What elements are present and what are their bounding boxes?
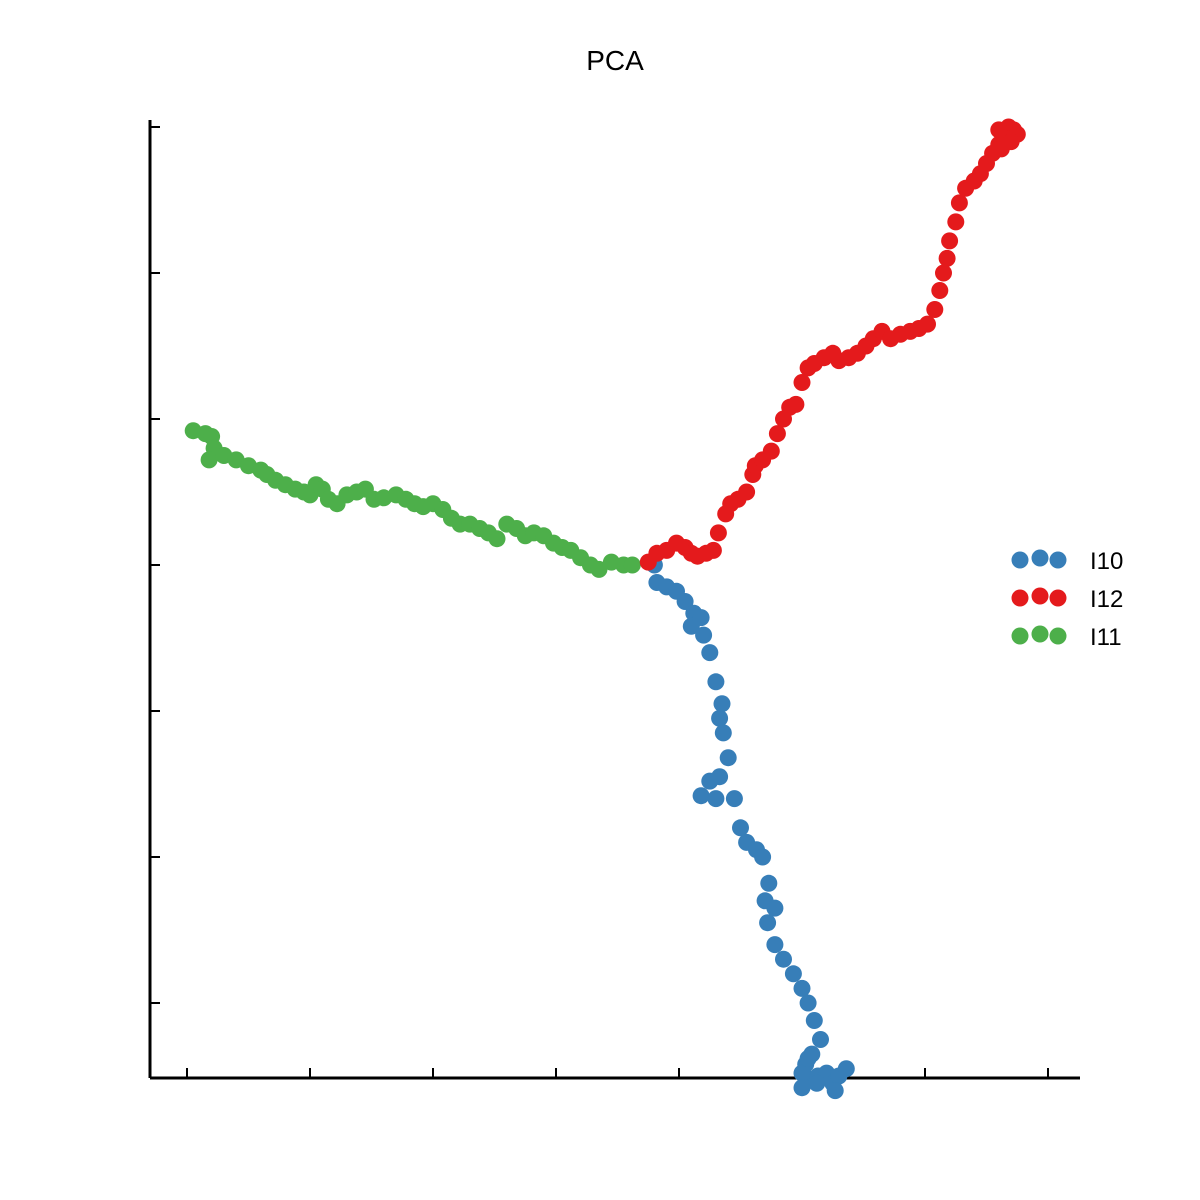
data-point-i10 bbox=[784, 965, 802, 983]
legend-marker bbox=[1031, 549, 1049, 567]
data-point-i10 bbox=[713, 695, 731, 713]
data-point-i10 bbox=[808, 1074, 826, 1092]
axes bbox=[148, 120, 1080, 1080]
data-point-i10 bbox=[711, 709, 729, 727]
data-point-i10 bbox=[775, 950, 792, 968]
data-point-i10 bbox=[793, 1079, 811, 1097]
data-points bbox=[184, 118, 1026, 1100]
data-point-i10 bbox=[695, 626, 713, 644]
legend-item-i11: I11 bbox=[1011, 624, 1122, 651]
legend-marker bbox=[1031, 587, 1049, 605]
data-point-i12 bbox=[793, 374, 811, 391]
legend-item-i10: I10 bbox=[1011, 548, 1123, 575]
data-point-i10 bbox=[754, 848, 772, 866]
legend-marker bbox=[1011, 589, 1029, 607]
data-point-i10 bbox=[805, 1012, 823, 1029]
data-point-i12 bbox=[919, 315, 936, 333]
data-point-i12 bbox=[941, 232, 959, 250]
data-point-i12 bbox=[787, 395, 805, 413]
data-point-i12 bbox=[950, 194, 968, 212]
data-point-i11 bbox=[590, 560, 608, 578]
data-point-i10 bbox=[766, 899, 784, 917]
data-point-i10 bbox=[799, 1050, 817, 1067]
data-point-i10 bbox=[766, 936, 784, 954]
legend: I10 I12 I11 bbox=[1011, 548, 1123, 651]
legend-marker bbox=[1049, 551, 1067, 569]
legend-label: I11 bbox=[1090, 624, 1122, 651]
data-point-i12 bbox=[992, 140, 1010, 158]
data-point-i11 bbox=[488, 530, 506, 548]
data-point-i10 bbox=[812, 1031, 829, 1048]
data-point-i12 bbox=[738, 483, 756, 501]
data-point-i12 bbox=[762, 442, 780, 460]
data-point-i10 bbox=[793, 1064, 811, 1082]
data-point-i10 bbox=[707, 673, 725, 691]
legend-marker bbox=[1049, 589, 1067, 607]
data-point-i12 bbox=[926, 301, 944, 318]
data-point-i11 bbox=[623, 556, 641, 574]
data-point-i10 bbox=[826, 1082, 844, 1100]
data-point-i10 bbox=[701, 772, 719, 790]
legend-marker bbox=[1011, 551, 1029, 569]
chart-title: PCA bbox=[586, 45, 644, 76]
data-point-i12 bbox=[935, 264, 952, 282]
data-point-i10 bbox=[707, 790, 725, 808]
data-point-i10 bbox=[676, 593, 694, 610]
data-point-i12 bbox=[947, 213, 965, 231]
data-point-i10 bbox=[714, 724, 732, 742]
data-point-i10 bbox=[719, 749, 737, 767]
legend-label: I10 bbox=[1090, 548, 1123, 575]
legend-item-i12: I12 bbox=[1011, 586, 1123, 613]
data-point-i12 bbox=[709, 524, 727, 542]
data-point-i10 bbox=[799, 994, 817, 1012]
data-point-i10 bbox=[692, 787, 710, 805]
data-point-i11 bbox=[200, 451, 218, 469]
data-point-i10 bbox=[701, 644, 719, 662]
legend-marker bbox=[1011, 627, 1029, 645]
data-point-i10 bbox=[692, 609, 710, 627]
legend-marker bbox=[1049, 627, 1067, 645]
data-point-i10 bbox=[725, 790, 743, 808]
data-point-i10 bbox=[837, 1060, 855, 1078]
data-point-i12 bbox=[768, 425, 786, 443]
data-point-i12 bbox=[704, 541, 722, 559]
data-point-i10 bbox=[760, 874, 778, 892]
data-point-i12 bbox=[931, 282, 949, 299]
data-point-i10 bbox=[759, 914, 777, 932]
data-point-i10 bbox=[793, 979, 811, 997]
legend-label: I12 bbox=[1090, 586, 1123, 613]
data-point-i10 bbox=[732, 819, 749, 837]
legend-marker bbox=[1031, 625, 1049, 643]
data-point-i12 bbox=[938, 249, 956, 267]
